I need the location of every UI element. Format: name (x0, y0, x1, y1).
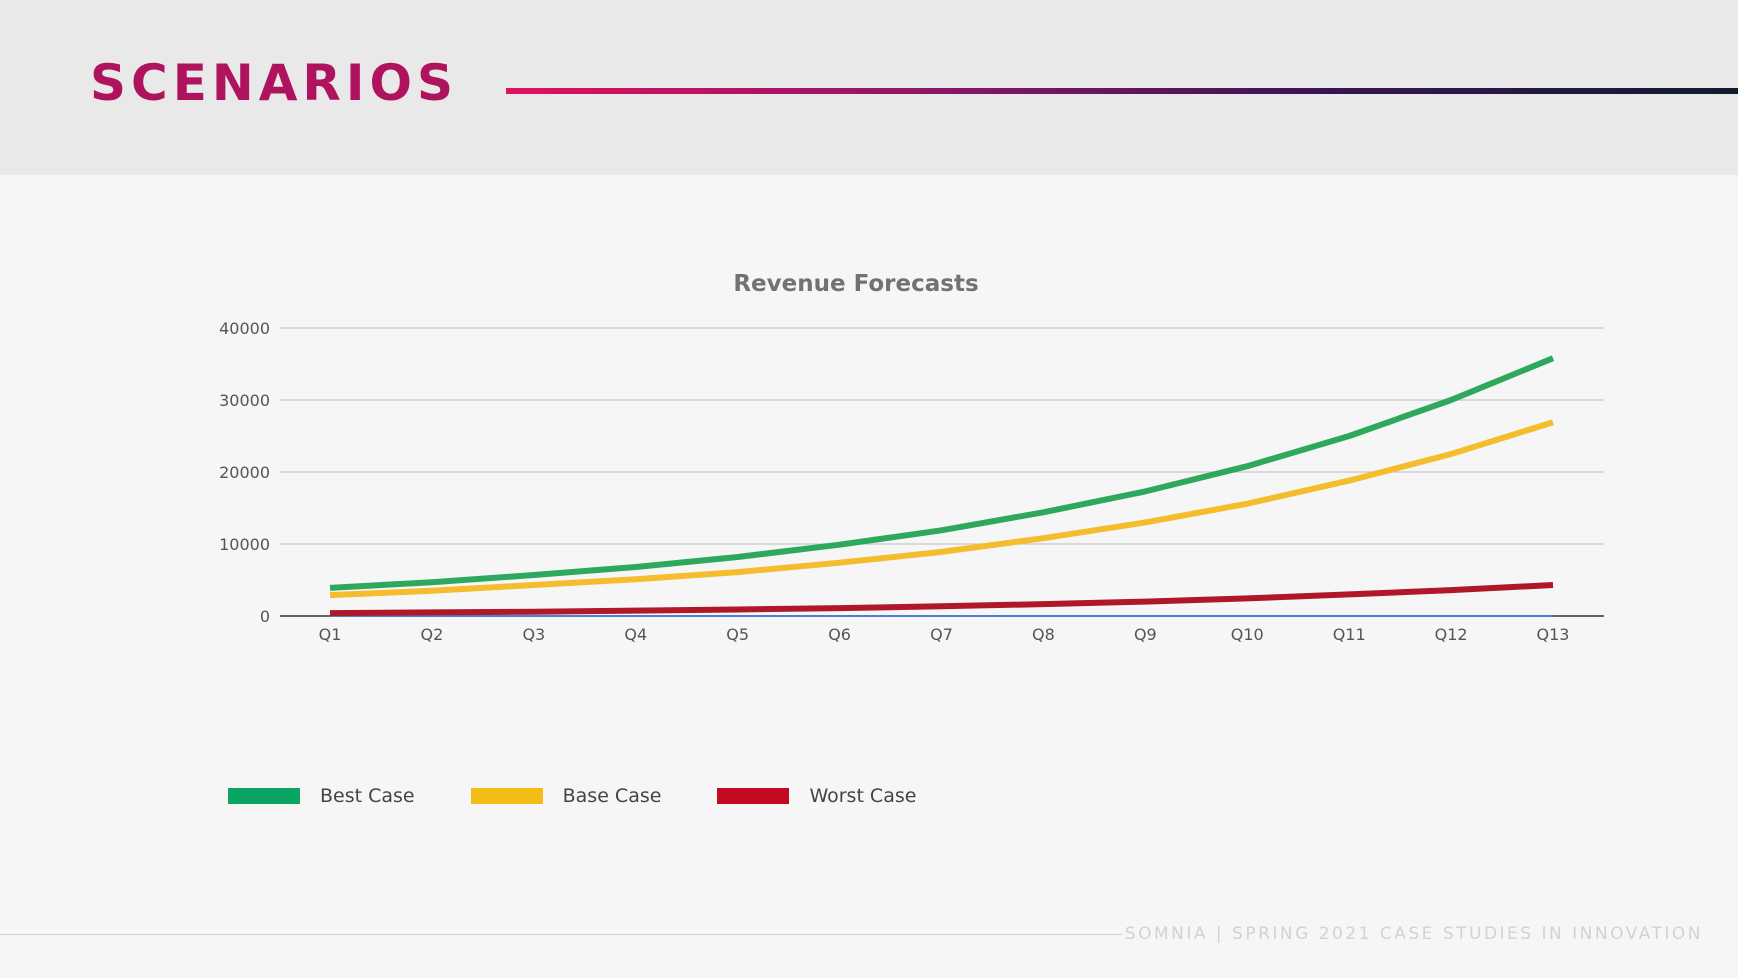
series-line-worst-case (329, 582, 1554, 617)
series-line-base-case (329, 419, 1554, 599)
x-tick-label: Q1 (319, 625, 342, 644)
x-tick-label: Q4 (624, 625, 647, 644)
legend-item-worst-case: Worst Case (717, 785, 916, 807)
legend-item-base-case: Base Case (470, 785, 662, 807)
chart-title: Revenue Forecasts (733, 271, 978, 297)
title-divider (506, 88, 1738, 94)
legend-swatch-best-case (228, 788, 300, 804)
x-tick-label: Q8 (1032, 625, 1055, 644)
y-tick-label: 0 (260, 607, 270, 626)
footer-text: SOMNIA | SPRING 2021 CASE STUDIES IN INN… (1124, 924, 1703, 944)
chart-series (329, 355, 1555, 617)
slide-title: SCENARIOS (90, 54, 459, 112)
legend-label-base-case: Base Case (562, 785, 662, 807)
x-tick-label: Q6 (828, 625, 851, 644)
y-axis-ticks: 0 10000 20000 30000 40000 (219, 319, 270, 626)
legend-label-worst-case: Worst Case (809, 785, 917, 807)
x-tick-label: Q5 (726, 625, 749, 644)
y-tick-label: 30000 (219, 391, 270, 410)
header-band (0, 0, 1738, 175)
chart-grid (280, 327, 1604, 617)
legend-swatch-base-case (470, 788, 543, 804)
legend-label-best-case: Best Case (320, 785, 415, 807)
legend-item-best-case: Best Case (228, 785, 415, 807)
x-tick-label: Q10 (1231, 625, 1264, 644)
x-tick-label: Q2 (421, 625, 444, 644)
x-tick-label: Q12 (1435, 625, 1468, 644)
y-tick-label: 10000 (219, 535, 270, 554)
x-tick-label: Q13 (1537, 625, 1570, 644)
legend-swatch-worst-case (717, 788, 790, 804)
y-tick-label: 40000 (219, 319, 270, 338)
x-tick-label: Q7 (930, 625, 953, 644)
chart-legend: Best Case Base Case Worst Case (228, 785, 972, 807)
series-line-best-case (329, 355, 1555, 591)
x-axis-ticks: Q1 Q2 Q3 Q4 Q5 Q6 Q7 Q8 Q9 Q10 Q11 Q12 Q13 (319, 625, 1570, 644)
x-tick-label: Q3 (522, 625, 545, 644)
x-tick-label: Q11 (1333, 625, 1366, 644)
x-tick-label: Q9 (1134, 625, 1157, 644)
footer-divider (0, 934, 1122, 935)
y-tick-label: 20000 (219, 463, 270, 482)
